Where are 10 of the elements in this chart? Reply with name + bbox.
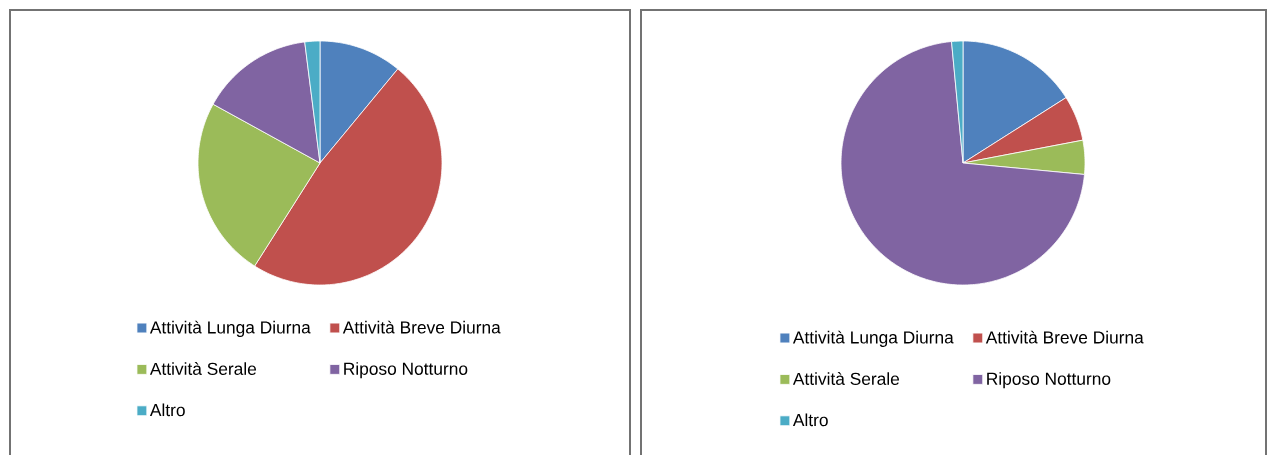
legend-label: Attività Serale <box>149 362 257 375</box>
legend-label: Attività Serale <box>792 372 900 385</box>
legend-label: Attività Lunga Diurna <box>792 330 954 347</box>
legend-label: Altro <box>792 413 828 427</box>
legend-label: Riposo Notturno <box>987 372 1111 389</box>
legend-label: Riposo Notturno <box>344 362 468 379</box>
legend-label: Attività Breve Diurna <box>342 320 501 334</box>
legend-label: Attività Lunga Diurna <box>149 320 311 337</box>
legend-label: Attività Breve Diurna <box>985 330 1144 344</box>
legend-label: Altro <box>149 403 185 417</box>
